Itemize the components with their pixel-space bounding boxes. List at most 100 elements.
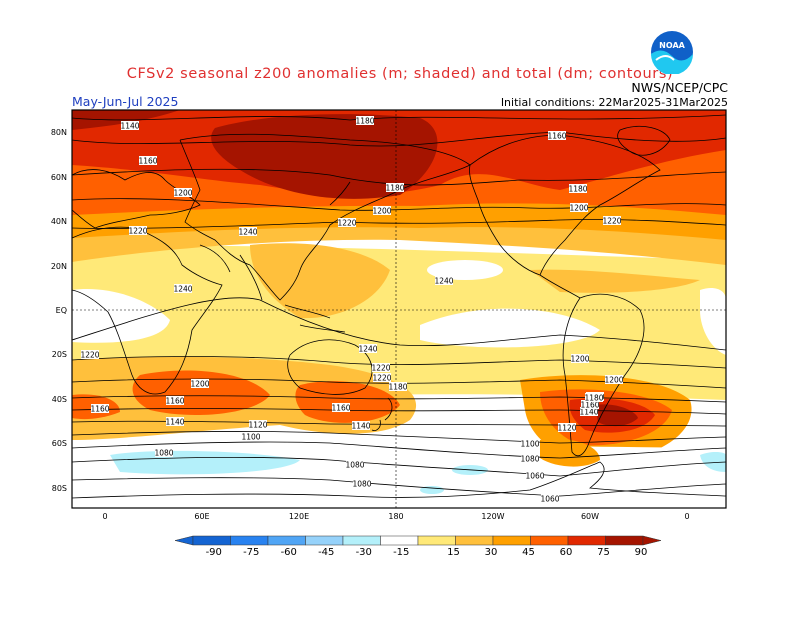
- contour-label-bg: [174, 284, 192, 293]
- colorbar-label: 75: [597, 547, 610, 558]
- contour-label-bg: [569, 184, 587, 193]
- anomaly-30-patch: [530, 269, 700, 293]
- contour-label-bg: [372, 363, 390, 372]
- contour-1240: [72, 297, 726, 351]
- colorbar-label: 45: [522, 547, 535, 558]
- colorbar-label: -75: [243, 547, 259, 558]
- contour-label: 1140: [120, 122, 139, 131]
- contour-1080-s: [72, 456, 726, 477]
- contour-label: 1080: [154, 449, 173, 458]
- contour-label-bg: [166, 396, 184, 405]
- contour-label-bg: [581, 400, 599, 409]
- colorbar-swatch: [605, 535, 644, 546]
- anomaly-60-patch: [295, 381, 400, 423]
- contour-label-bg: [332, 403, 350, 412]
- contour-1220: [72, 219, 726, 229]
- contour-label: 1100: [241, 433, 260, 442]
- contour-label-bg: [338, 218, 356, 227]
- contour-label-bg: [356, 116, 374, 125]
- contour-label-bg: [521, 439, 539, 448]
- contour-label-bg: [548, 131, 566, 140]
- new-zealand-coast: [371, 397, 393, 431]
- contour-label: 1180: [355, 117, 374, 126]
- contour-label: 1180: [385, 184, 404, 193]
- contour-label-bg: [571, 354, 589, 363]
- contour-label-bg: [526, 471, 544, 480]
- center-label: NWS/NCEP/CPC: [631, 80, 728, 95]
- neutral-patch: [420, 308, 600, 348]
- lon-label: 60E: [194, 512, 209, 521]
- contour-1140-s: [72, 420, 726, 427]
- map-frame: [71, 109, 727, 509]
- contour-label: 1160: [138, 157, 157, 166]
- contour-label-bg: [239, 227, 257, 236]
- anomaly-45-patch: [540, 438, 600, 467]
- contour-label: 1160: [580, 401, 599, 410]
- contour-label: 1180: [388, 383, 407, 392]
- colorbar-label: -60: [281, 547, 297, 558]
- contour-label: 1200: [604, 376, 623, 385]
- colorbar-swatch: [380, 535, 419, 546]
- contour-label-bg: [389, 382, 407, 391]
- colorbar-swatch: [567, 535, 606, 546]
- contour-label: 1080: [520, 455, 539, 464]
- contour-label-bg: [373, 206, 391, 215]
- season-label: May-Jun-Jul 2025: [72, 94, 179, 109]
- contour-label-bg: [605, 375, 623, 384]
- lat-label: 80S: [52, 484, 67, 493]
- contour-label: 1160: [547, 132, 566, 141]
- contour-1100-s: [72, 441, 726, 459]
- australia-coast: [287, 339, 373, 395]
- colorbar-swatch: [530, 535, 569, 546]
- contour-label-bg: [386, 183, 404, 192]
- contour-label: 1240: [358, 345, 377, 354]
- contour-label: 1160: [90, 405, 109, 414]
- contour-label-bg: [91, 404, 109, 413]
- noaa-logo-text: NOAA: [659, 41, 685, 50]
- colorbar-label: 15: [447, 547, 460, 558]
- colorbar-min-arrow: [174, 535, 194, 546]
- contour-label: 1080: [352, 480, 371, 489]
- lon-label: 120W: [481, 512, 504, 521]
- asia-coast: [179, 133, 471, 301]
- contour-label: 1240: [238, 228, 257, 237]
- contour-label-bg: [81, 350, 99, 359]
- contour-label: 1200: [173, 189, 192, 198]
- contour-label: 1220: [128, 227, 147, 236]
- lat-label: EQ: [56, 306, 67, 315]
- contour-1160-s: [72, 408, 726, 415]
- contour-label-bg: [359, 344, 377, 353]
- lat-label: 40S: [52, 395, 67, 404]
- longitude-labels: 0 60E 120E 180 120W 60W 0: [102, 512, 689, 521]
- contour-label-bg: [249, 420, 267, 429]
- contour-label-bg: [603, 216, 621, 225]
- colorbar-label: -30: [356, 547, 372, 558]
- contour-label-bg: [191, 379, 209, 388]
- north-america-coast: [469, 134, 661, 276]
- colorbar-swatch: [342, 535, 381, 546]
- contour-label-bg: [346, 460, 364, 469]
- colorbar-label: 30: [485, 547, 498, 558]
- central-america-coast: [539, 274, 581, 299]
- colorbar-max-arrow: [642, 535, 662, 546]
- contour-label-bg: [121, 121, 139, 130]
- lon-label: 60W: [581, 512, 599, 521]
- antarctica-coast: [72, 461, 726, 499]
- africa-coast: [72, 226, 223, 395]
- lat-label: 40N: [51, 217, 67, 226]
- contour-label-bg: [570, 203, 588, 212]
- contour-label-bg: [541, 494, 559, 503]
- lat-label: 20S: [52, 350, 67, 359]
- height-contours: [72, 114, 726, 497]
- contour-label: 1220: [602, 217, 621, 226]
- neutral-patch: [700, 288, 726, 355]
- contour-label: 1180: [568, 185, 587, 194]
- colorbar-label: -45: [318, 547, 334, 558]
- contour-label: 1060: [525, 472, 544, 481]
- lat-label: 80N: [51, 128, 67, 137]
- contour-label-bg: [129, 226, 147, 235]
- colorbar-label: 60: [560, 547, 573, 558]
- greenland-coast: [617, 126, 671, 156]
- lat-label: 60S: [52, 439, 67, 448]
